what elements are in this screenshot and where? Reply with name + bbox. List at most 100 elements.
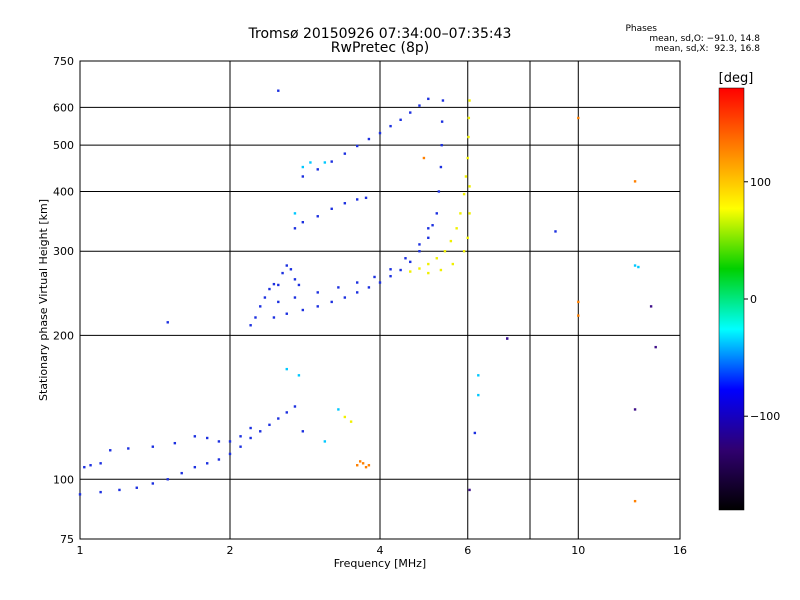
data-point (373, 275, 376, 279)
x-tick-label: 1 (77, 544, 84, 557)
y-tick-label: 400 (53, 185, 74, 198)
data-point (268, 423, 271, 427)
data-point (418, 243, 421, 246)
data-point (228, 452, 232, 456)
data-point (654, 345, 657, 349)
y-tick-label: 100 (53, 473, 74, 486)
x-axis-ticks: 1 2 4 6 10 16 (77, 544, 688, 557)
data-point (281, 271, 284, 275)
data-point (389, 274, 392, 278)
colorbar-tick-label: 100 (750, 176, 771, 189)
data-point (297, 283, 301, 287)
data-point (435, 257, 438, 260)
colorbar-label: [deg] (719, 71, 754, 86)
data-point (285, 411, 288, 414)
colorbar-ticks: 100 0 −100 (744, 176, 780, 423)
data-point (337, 286, 340, 289)
data-point (343, 415, 347, 419)
data-point (323, 440, 327, 443)
data-point (249, 324, 252, 327)
y-axis-ticks: 75 100 200 300 400 500 600 750 (53, 55, 74, 546)
x-tick-label: 10 (571, 544, 585, 557)
data-point (277, 417, 280, 420)
data-point (633, 499, 637, 503)
data-point (649, 305, 653, 308)
data-point (427, 97, 430, 101)
data-point (316, 215, 319, 218)
data-point (633, 408, 637, 411)
data-point (83, 465, 86, 469)
data-point (254, 316, 257, 319)
data-point (249, 436, 252, 440)
data-point (378, 281, 382, 284)
data-point (301, 165, 305, 169)
data-point (477, 393, 480, 397)
data-point (135, 486, 138, 489)
data-point (468, 185, 471, 188)
data-point (166, 321, 169, 324)
colorbar-gradient (718, 87, 745, 511)
x-tick-label: 4 (377, 544, 384, 557)
data-point (293, 278, 297, 281)
data-point (99, 490, 102, 494)
data-point (249, 426, 252, 430)
data-point (151, 445, 155, 448)
data-point (364, 196, 368, 200)
data-point (439, 268, 443, 272)
colorbar-tick-label: −100 (750, 410, 780, 423)
data-point (330, 207, 333, 211)
phase-colorbar: [deg] (718, 71, 754, 511)
data-point (418, 267, 421, 270)
data-point (277, 89, 280, 92)
chart-title: Tromsø 20150926 07:34:00–07:35:43 (248, 26, 512, 42)
data-point (505, 337, 509, 340)
data-point (389, 124, 392, 128)
data-point (293, 227, 297, 230)
data-point (464, 175, 468, 178)
data-point (427, 262, 430, 266)
data-point (389, 268, 392, 271)
stats-o-mode: mean, sd,O: −91.0, 14.8 (649, 34, 760, 44)
data-point (367, 137, 371, 141)
data-point (301, 430, 305, 433)
data-point (409, 111, 412, 114)
data-point (418, 250, 421, 253)
data-point (316, 168, 319, 171)
data-point (355, 281, 359, 284)
data-point (361, 462, 365, 465)
data-point (554, 230, 557, 233)
data-point (316, 291, 319, 294)
data-point (435, 212, 438, 215)
data-point (118, 488, 121, 492)
data-point (217, 458, 221, 461)
data-point (293, 405, 297, 408)
data-point (268, 287, 271, 291)
data-point (228, 440, 232, 443)
data-point (337, 408, 340, 411)
data-point (293, 212, 297, 215)
y-tick-label: 200 (53, 329, 74, 342)
x-tick-label: 16 (673, 544, 687, 557)
y-tick-label: 750 (53, 55, 74, 68)
y-tick-label: 300 (53, 245, 74, 258)
data-point (367, 464, 371, 467)
data-point (427, 227, 430, 230)
data-point (449, 239, 453, 243)
grid-lines (79, 60, 681, 540)
data-point (309, 161, 312, 164)
data-point (378, 131, 382, 135)
data-point (404, 257, 407, 260)
data-point (441, 99, 445, 102)
data-point (263, 296, 267, 299)
data-point (330, 300, 333, 304)
data-point (399, 118, 402, 122)
data-point (358, 460, 362, 463)
data-point (289, 268, 293, 271)
stats-x-mode: mean, sd,X: 92.3, 16.8 (654, 44, 760, 54)
colorbar-tick-label: 0 (750, 293, 757, 306)
data-point (367, 286, 371, 289)
data-points (78, 89, 657, 503)
data-point (466, 236, 469, 240)
data-point (468, 212, 471, 215)
